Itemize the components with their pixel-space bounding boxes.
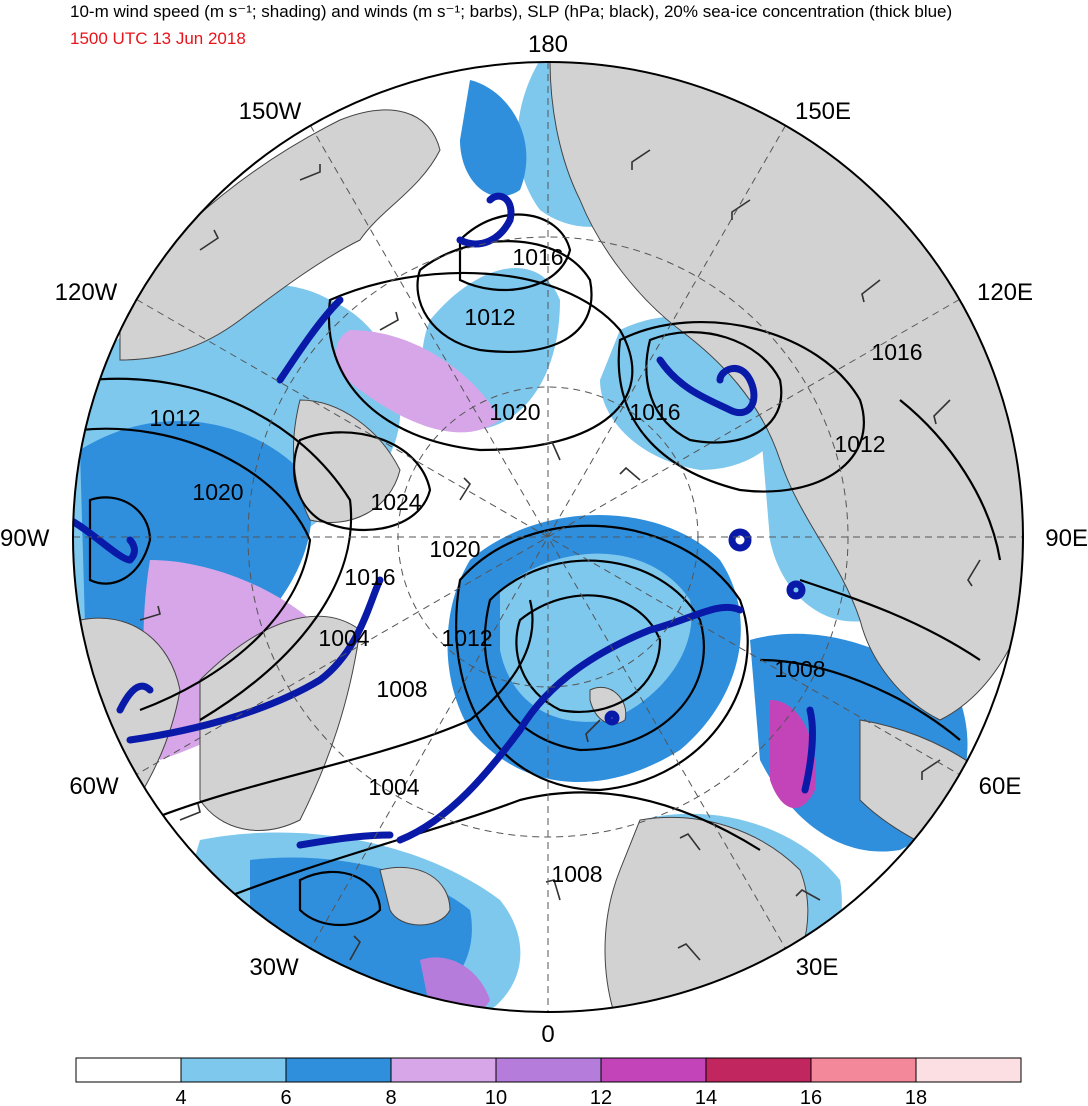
- slp-label: 1016: [871, 339, 922, 365]
- colorbar-swatch: [75, 1057, 182, 1083]
- graticule: [73, 62, 1023, 1012]
- colorbar-tick-label: 10: [485, 1087, 507, 1106]
- slp-label: 1020: [489, 399, 540, 425]
- colorbar-swatch: [180, 1057, 287, 1083]
- slp-label: 1020: [192, 479, 243, 505]
- slp-label: 1008: [774, 656, 825, 682]
- colorbar-swatch: [495, 1057, 602, 1083]
- colorbar: 4 6 8 10 12 14 16 18: [75, 1057, 1022, 1106]
- slp-labels: 1016 1012 1020 1016 1016 1012 1012 1020 …: [149, 244, 922, 887]
- colorbar-tick-label: 6: [280, 1087, 291, 1106]
- slp-contours: [79, 213, 1002, 927]
- slp-label: 1016: [512, 244, 563, 270]
- map-disc: [73, 62, 1023, 1012]
- slp-label: 1012: [834, 431, 885, 457]
- colorbar-tick-label: 14: [695, 1087, 717, 1106]
- longitude-labels: 180 150E 120E 90E 60E 30E 0 30W 60W 90W …: [0, 31, 1088, 1048]
- slp-label: 1004: [368, 774, 419, 800]
- colorbar-tick-label: 18: [905, 1087, 927, 1106]
- lon-label-120e: 120E: [977, 279, 1033, 306]
- colorbar-swatch: [390, 1057, 497, 1083]
- slp-label: 1008: [551, 861, 602, 887]
- colorbar-swatch: [600, 1057, 707, 1083]
- lon-label-60e: 60E: [979, 773, 1022, 800]
- colorbar-swatch: [705, 1057, 812, 1083]
- colorbar-tick-label: 16: [800, 1087, 822, 1106]
- lon-label-0: 0: [541, 1021, 554, 1048]
- slp-label: 1012: [464, 304, 515, 330]
- lon-label-30e: 30E: [796, 954, 839, 981]
- valid-time: 1500 UTC 13 Jun 2018: [70, 29, 246, 48]
- slp-label: 1016: [629, 399, 680, 425]
- map-boundary: [72, 61, 1024, 1013]
- colorbar-tick-label: 12: [590, 1087, 612, 1106]
- lon-label-90e: 90E: [1045, 525, 1088, 552]
- lon-label-150w: 150W: [239, 98, 302, 125]
- colorbar-boxes: [75, 1057, 1022, 1083]
- lon-label-120w: 120W: [55, 279, 118, 306]
- sea-ice-edge: [73, 192, 816, 849]
- colorbar-swatch: [285, 1057, 392, 1083]
- lon-label-30w: 30W: [249, 954, 299, 981]
- wind-barbs: [119, 149, 981, 961]
- lon-label-60w: 60W: [69, 773, 119, 800]
- slp-label: 1004: [318, 625, 369, 651]
- lon-label-180: 180: [528, 31, 568, 58]
- colorbar-tick-label: 4: [175, 1087, 186, 1106]
- colorbar-tick-label: 8: [385, 1087, 396, 1106]
- slp-label: 1020: [429, 536, 480, 562]
- slp-label: 1012: [441, 625, 492, 651]
- slp-label: 1024: [370, 489, 421, 515]
- slp-label: 1008: [376, 676, 427, 702]
- lon-label-150e: 150E: [795, 98, 851, 125]
- slp-label: 1016: [344, 564, 395, 590]
- lon-label-90w: 90W: [0, 525, 50, 552]
- colorbar-swatch: [810, 1057, 917, 1083]
- slp-label: 1012: [149, 405, 200, 431]
- colorbar-ticks: 4 6 8 10 12 14 16 18: [175, 1087, 927, 1106]
- colorbar-swatch: [915, 1057, 1022, 1083]
- figure-title: 10-m wind speed (m s⁻¹; shading) and win…: [70, 2, 953, 21]
